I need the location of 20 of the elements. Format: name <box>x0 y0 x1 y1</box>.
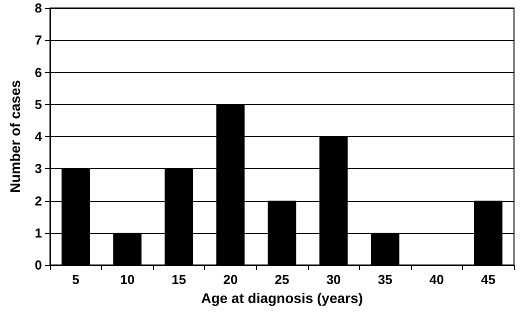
x-tick-label: 35 <box>378 272 392 287</box>
x-tick-label: 45 <box>480 272 496 287</box>
y-tick-label: 2 <box>34 193 42 208</box>
y-tick-label: 1 <box>34 225 42 240</box>
x-tick-label: 10 <box>120 272 135 287</box>
y-tick-label: 6 <box>34 64 42 80</box>
x-tick-label: 30 <box>326 272 341 287</box>
y-tick-label: 8 <box>34 0 42 16</box>
x-tick-label: 25 <box>274 272 290 287</box>
x-tick-label: 40 <box>429 272 444 287</box>
x-tick-label: 5 <box>72 272 80 287</box>
y-tick-label: 0 <box>34 258 42 272</box>
x-tick-label: 15 <box>172 272 186 287</box>
y-axis-title: Number of cases <box>7 80 23 193</box>
y-tick-label: 7 <box>34 32 42 48</box>
x-axis-title: Age at diagnosis (years) <box>201 290 363 306</box>
y-tick-label: 5 <box>34 96 42 112</box>
x-tick-label: 20 <box>223 272 238 287</box>
y-tick-label: 4 <box>34 129 43 144</box>
y-tick-label: 3 <box>34 161 42 176</box>
